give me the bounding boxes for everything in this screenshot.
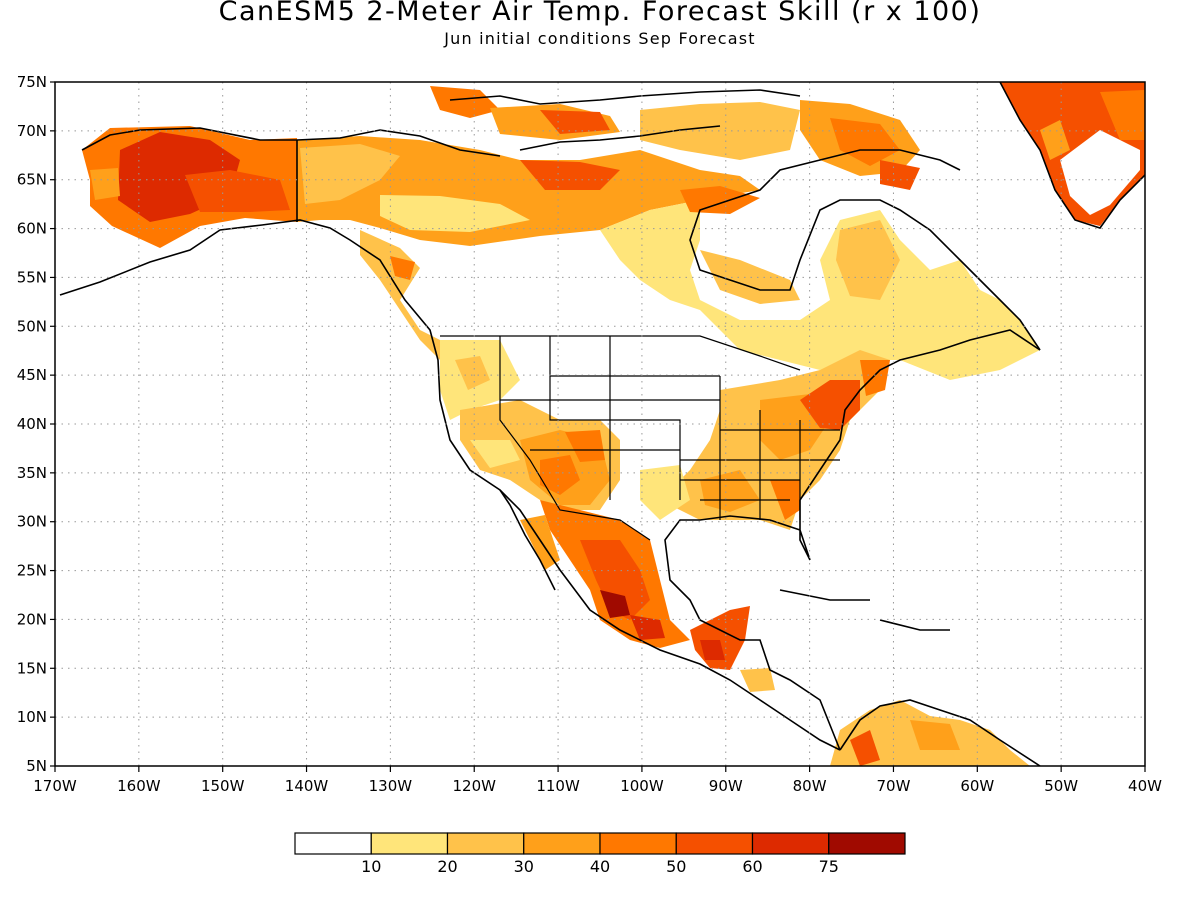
lon-tick-label: 150W (201, 777, 245, 795)
skill-region-northern-canada (297, 86, 920, 246)
lat-tick-label: 30N (17, 513, 47, 531)
longitude-axis: 170W 160W 150W 140W 130W 120W 110W 100W 90W 80W 70… (33, 766, 1162, 795)
colorbar-label: 50 (666, 857, 686, 876)
lat-tick-label: 25N (17, 562, 47, 580)
lon-tick-label: 110W (536, 777, 580, 795)
lon-tick-label: 50W (1044, 777, 1078, 795)
lon-tick-label: 40W (1128, 777, 1162, 795)
lat-tick-label: 10N (17, 708, 47, 726)
skill-region-central-america (690, 606, 775, 692)
skill-region-mexico (520, 500, 690, 648)
map-content (59, 82, 1145, 766)
lon-tick-label: 130W (369, 777, 413, 795)
colorbar-label: 60 (742, 857, 762, 876)
skill-region-eastern-canada (600, 186, 1040, 380)
skill-region-pacific-coast (360, 230, 460, 360)
map-subtitle: Jun initial conditions Sep Forecast (444, 29, 756, 48)
colorbar-swatch (523, 832, 601, 855)
lat-tick-label: 40N (17, 415, 47, 433)
skill-region-alaska (82, 126, 297, 248)
colorbar: 10 20 30 40 50 60 75 (294, 832, 906, 876)
lat-tick-label: 70N (17, 122, 47, 140)
colorbar-swatch (751, 832, 830, 855)
lat-tick-label: 75N (17, 73, 47, 91)
lat-tick-label: 35N (17, 464, 47, 482)
colorbar-swatch (675, 832, 754, 855)
coastlines (59, 82, 1145, 766)
colorbar-swatch (294, 832, 372, 855)
colorbar-label: 75 (819, 857, 839, 876)
lat-tick-label: 15N (17, 659, 47, 677)
lon-tick-label: 160W (117, 777, 161, 795)
skill-region-western-us (440, 340, 620, 510)
colorbar-label: 40 (590, 857, 610, 876)
lat-tick-label: 5N (26, 757, 47, 775)
colorbar-label: 20 (437, 857, 457, 876)
skill-region-eastern-us (640, 350, 890, 530)
lat-tick-label: 55N (17, 268, 47, 286)
map-title: CanESM5 2-Meter Air Temp. Forecast Skill… (218, 0, 982, 27)
colorbar-label: 30 (514, 857, 534, 876)
political-borders (440, 335, 840, 541)
lat-tick-label: 65N (17, 171, 47, 189)
colorbar-swatch (828, 832, 906, 855)
lat-tick-label: 50N (17, 317, 47, 335)
lon-tick-label: 90W (709, 777, 743, 795)
colorbar-swatch (599, 832, 677, 855)
latitude-axis: 5N 10N 15N 20N 25N 30N 35N 40N 45N 50N 55N 60N 65N 70… (17, 73, 55, 775)
skill-region-south-america (830, 700, 1030, 766)
colorbar-swatch (370, 832, 449, 855)
lat-tick-label: 60N (17, 220, 47, 238)
skill-region-greenland (1000, 82, 1145, 226)
lon-tick-label: 170W (33, 777, 77, 795)
lon-tick-label: 100W (620, 777, 664, 795)
colorbar-swatch (446, 832, 525, 855)
lon-tick-label: 60W (960, 777, 994, 795)
lon-tick-label: 120W (452, 777, 496, 795)
lat-tick-label: 20N (17, 610, 47, 628)
lon-tick-label: 140W (285, 777, 329, 795)
lat-tick-label: 45N (17, 366, 47, 384)
colorbar-label: 10 (361, 857, 381, 876)
lon-tick-label: 70W (877, 777, 911, 795)
lon-tick-label: 80W (793, 777, 827, 795)
